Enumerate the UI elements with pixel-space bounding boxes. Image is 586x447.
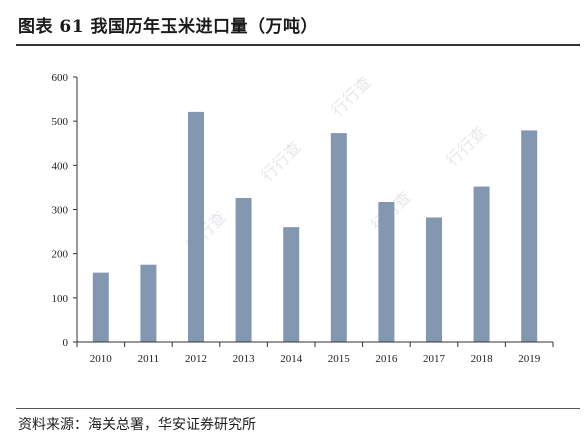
x-tick-label: 2017 (423, 353, 446, 365)
y-tick-label: 100 (52, 293, 69, 305)
bar-2013 (235, 198, 252, 342)
bar-group (92, 111, 538, 343)
bar-2016 (378, 201, 395, 342)
bar-2014 (283, 227, 300, 342)
bar-2011 (140, 264, 157, 342)
bar-2019 (521, 130, 538, 342)
y-tick-label: 400 (52, 160, 69, 172)
bar-2012 (188, 111, 204, 343)
title-divider (16, 44, 580, 46)
source-divider (16, 408, 580, 409)
watermark-text: 行行查 (257, 137, 304, 184)
x-tick-label: 2018 (471, 353, 494, 365)
x-tick-label: 2019 (518, 353, 541, 365)
chart-title: 图表 61 我国历年玉米进口量（万吨） (18, 17, 318, 37)
x-tick-label: 2016 (375, 353, 398, 365)
x-axis: 2010 2011 2012 2013 2014 2015 2016 2017 2018 2019 (76, 341, 554, 365)
y-axis: 0 100 200 300 400 500 600 (52, 72, 78, 349)
bar-2015 (330, 133, 347, 342)
bar-2018 (473, 186, 490, 342)
source-note: 资料来源：海关总署，华安证券研究所 (18, 417, 256, 433)
y-tick-label: 0 (63, 337, 69, 349)
watermark-text: 行行查 (442, 122, 489, 169)
x-tick-label: 2014 (280, 353, 303, 365)
x-tick-label: 2010 (90, 353, 113, 365)
y-tick-label: 300 (52, 205, 69, 217)
watermark-text: 行行查 (327, 72, 374, 119)
x-tick-label: 2015 (328, 353, 351, 365)
bar-2010 (92, 272, 109, 342)
y-tick-label: 200 (52, 249, 69, 261)
y-tick-label: 500 (52, 116, 69, 128)
y-tick-label: 600 (52, 72, 69, 84)
x-tick-label: 2012 (185, 353, 207, 365)
bar-2017 (426, 217, 442, 342)
x-tick-label: 2011 (138, 353, 160, 365)
x-tick-label: 2013 (233, 353, 256, 365)
